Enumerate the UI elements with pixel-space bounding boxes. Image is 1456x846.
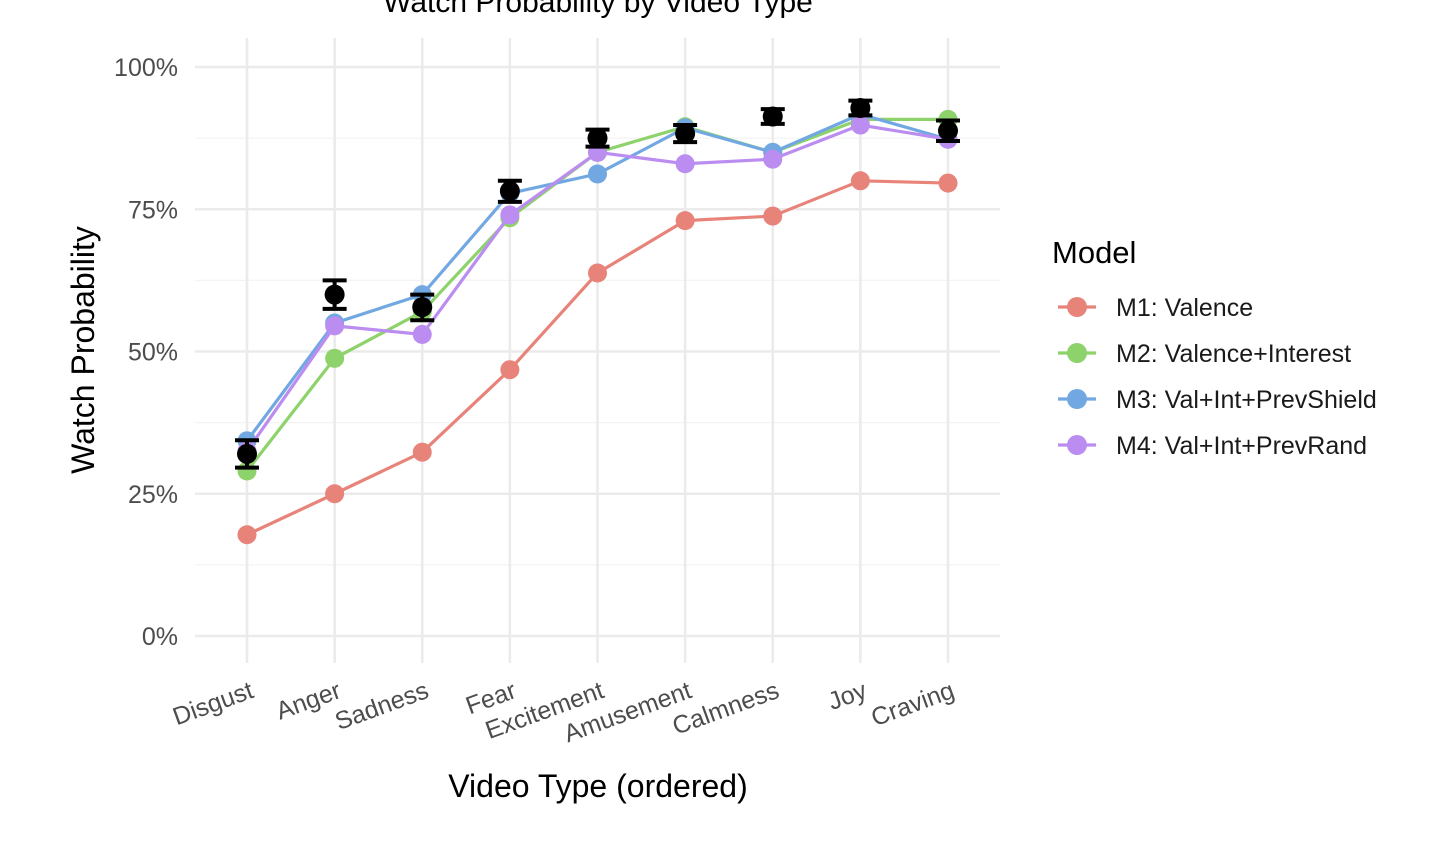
y-tick-label: 0% (142, 623, 178, 651)
data-point (325, 316, 345, 336)
data-point (850, 115, 870, 135)
observed-point (497, 178, 522, 204)
legend-item-1: M1: Valence (1058, 294, 1253, 322)
observed-marker (499, 181, 520, 202)
observed-marker (324, 284, 345, 305)
data-point (325, 484, 345, 504)
data-point (412, 324, 432, 344)
legend-label: M2: Valence+Interest (1116, 340, 1351, 368)
data-point (500, 360, 520, 380)
observed-point (936, 118, 960, 143)
data-point (588, 263, 607, 283)
data-point (938, 173, 958, 193)
observed-point (673, 123, 698, 145)
x-tick-label: Joy (824, 676, 871, 716)
data-point (588, 164, 607, 184)
data-point (412, 442, 432, 462)
legend-key-dot (1067, 435, 1087, 455)
y-axis-title: Watch Probability (65, 226, 101, 474)
x-axis-title: Video Type (ordered) (448, 768, 747, 804)
x-tick-label: Disgust (169, 676, 257, 731)
legend-key-dot (1067, 297, 1087, 317)
data-point (325, 348, 345, 368)
data-point (500, 205, 520, 225)
observed-point (848, 97, 873, 118)
y-tick-label: 50% (128, 339, 178, 367)
legend-key-dot (1067, 343, 1087, 363)
observed-marker (675, 123, 696, 144)
legend: Model M1: Valence M2: Valence+Interest M3:… (1052, 235, 1377, 460)
observed-marker (237, 443, 257, 464)
legend-item-4: M4: Val+Int+PrevRand (1058, 432, 1367, 460)
observed-point (760, 106, 785, 127)
observed-marker (850, 97, 871, 118)
data-point (763, 206, 783, 226)
y-tick-label: 100% (114, 54, 178, 82)
observed-marker (938, 120, 958, 141)
legend-label: M1: Valence (1116, 294, 1253, 322)
data-point (237, 525, 257, 545)
y-axis-ticks: 0% 25% 50% 75% 100% (114, 54, 178, 651)
data-point (850, 171, 870, 191)
legend-item-3: M3: Val+Int+PrevShield (1058, 386, 1377, 414)
chart-title: Watch Probability by Video Type (383, 0, 813, 19)
observed-point (410, 292, 435, 323)
observed-marker (762, 106, 783, 127)
series-1 (237, 171, 958, 545)
observed-point (235, 438, 259, 470)
observed-marker (412, 297, 433, 318)
legend-item-2: M2: Valence+Interest (1058, 340, 1351, 368)
observed-point (585, 127, 610, 149)
legend-key-dot (1067, 389, 1087, 409)
observed-marker (587, 128, 608, 149)
x-tick-label: Sadness (331, 676, 432, 736)
y-tick-label: 75% (128, 196, 178, 224)
data-point (675, 154, 695, 174)
legend-title: Model (1052, 235, 1136, 270)
y-tick-label: 25% (128, 481, 178, 509)
observed-layer (235, 97, 960, 470)
legend-label: M4: Val+Int+PrevRand (1116, 432, 1367, 460)
data-point (763, 149, 783, 169)
x-tick-label: Craving (868, 676, 959, 732)
data-point (675, 211, 695, 231)
legend-label: M3: Val+Int+PrevShield (1116, 386, 1377, 414)
observed-point (322, 278, 347, 311)
